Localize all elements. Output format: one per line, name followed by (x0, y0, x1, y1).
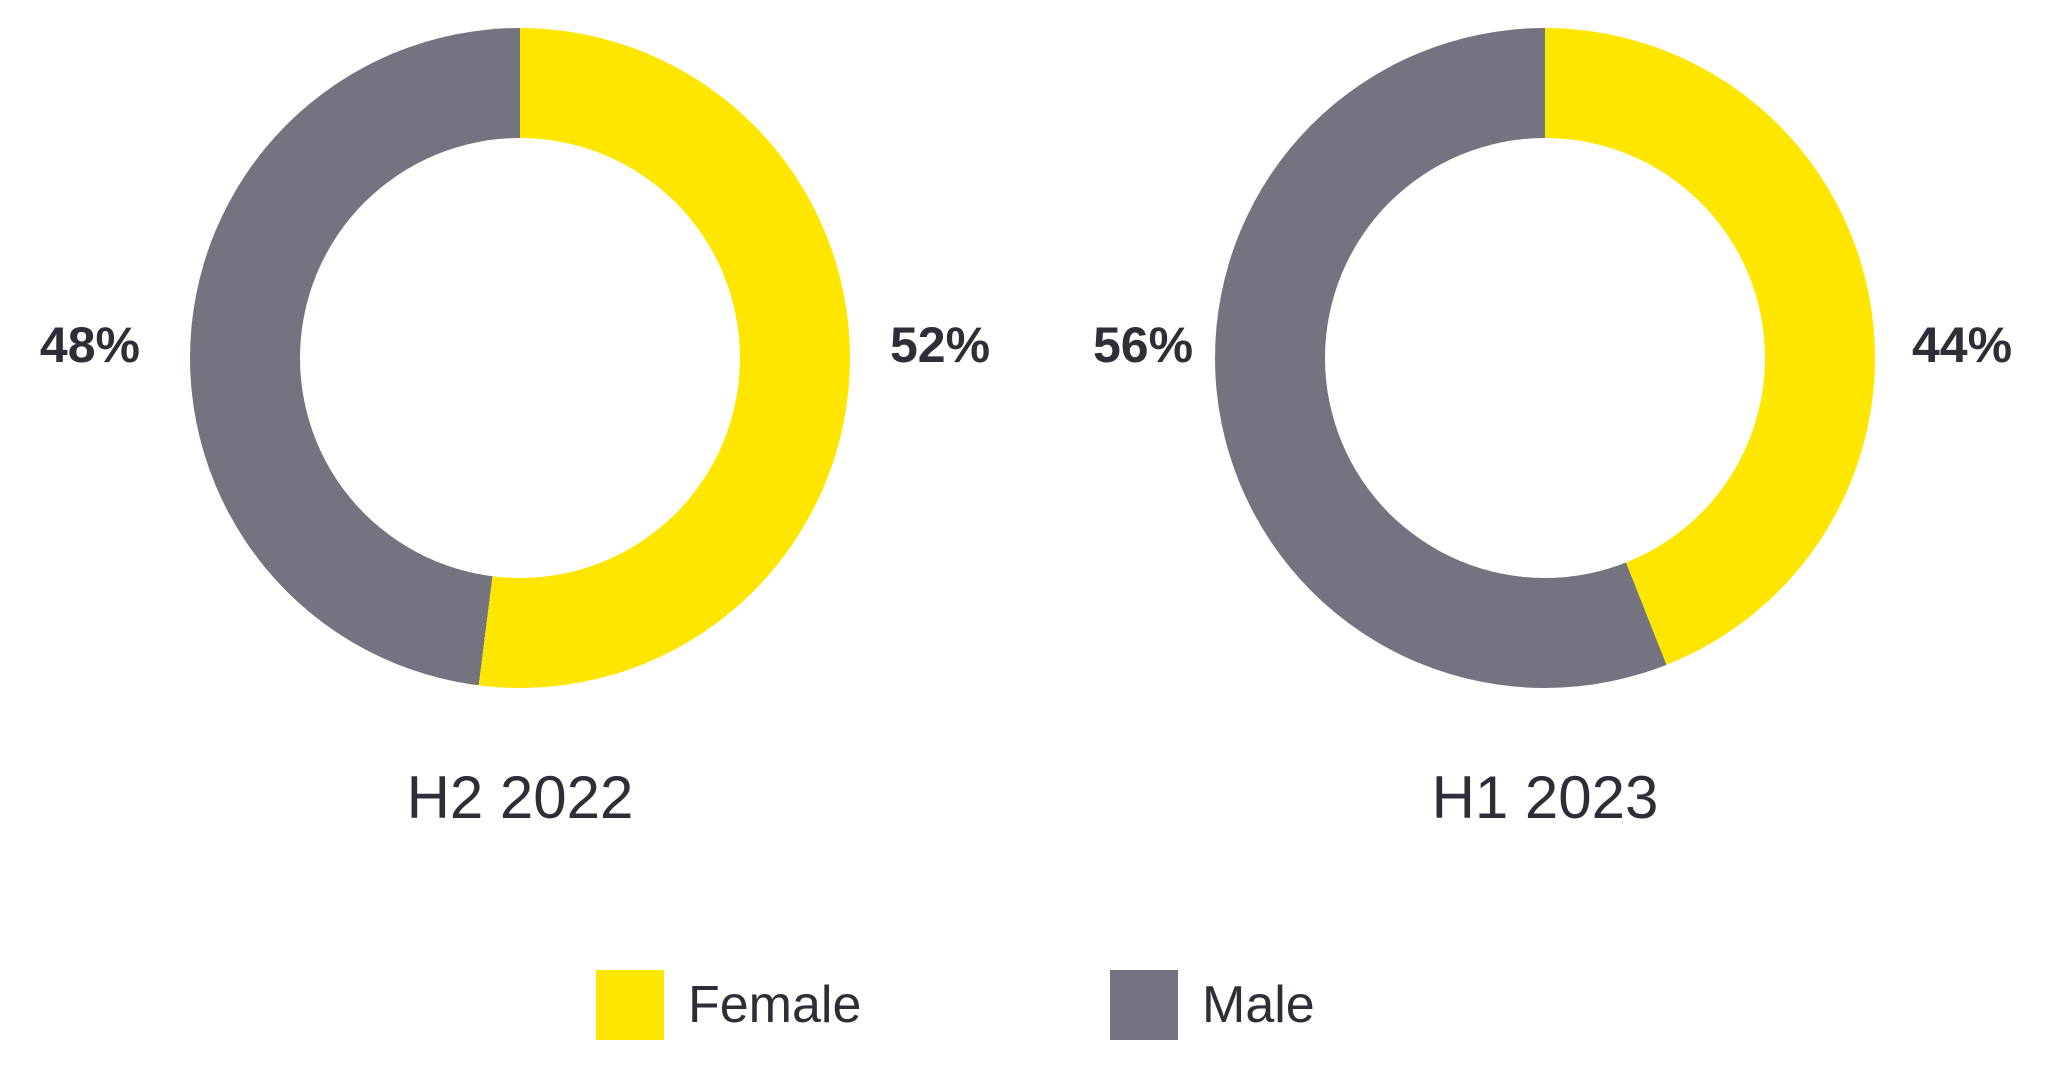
chart-title-h1-2023: H1 2023 (1431, 764, 1659, 831)
male-legend-swatch (1110, 970, 1178, 1040)
male-percentage-label-h1-2023: 56% (1093, 317, 1194, 373)
female-percentage-label-h1-2023: 44% (1912, 317, 2013, 373)
donut-hole (1325, 138, 1765, 578)
female-legend-swatch (596, 970, 664, 1040)
legend-item-female: Female (596, 970, 861, 1040)
male-legend-label: Male (1202, 976, 1315, 1034)
donut-ring-h2-2022 (190, 28, 850, 688)
donut-hole (300, 138, 740, 578)
female-percentage-label-h2-2022: 52% (890, 317, 991, 373)
female-legend-label: Female (688, 976, 862, 1034)
male-percentage-label-h2-2022: 48% (39, 317, 140, 373)
donut-ring-h1-2023 (1215, 28, 1875, 688)
legend-item-male: Male (1110, 970, 1315, 1040)
chart-title-h2-2022: H2 2022 (406, 764, 634, 831)
